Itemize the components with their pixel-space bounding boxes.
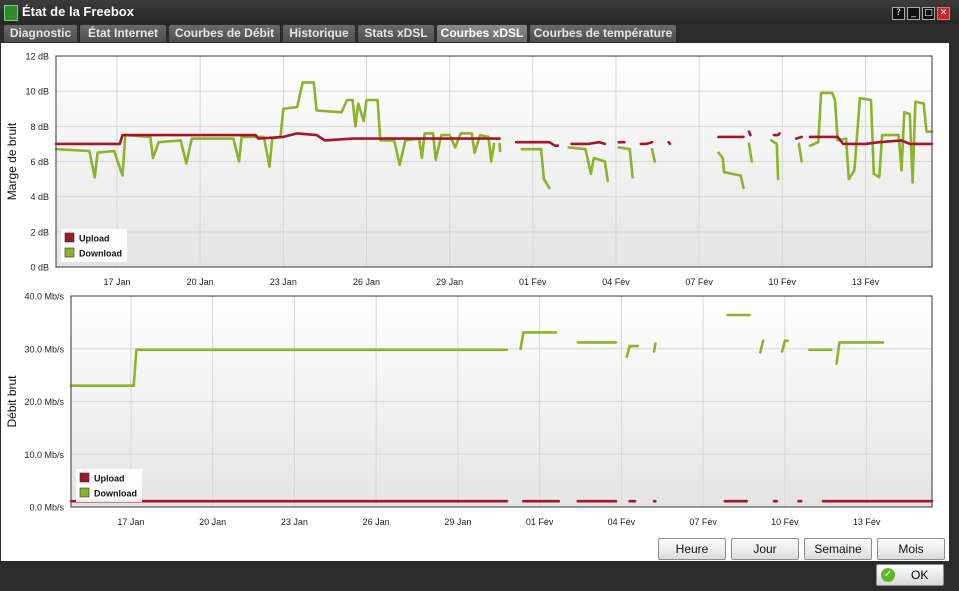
window-title: État de la Freebox [22, 4, 134, 19]
x-tick-label: 04 Fév [602, 277, 630, 287]
plot-frame [55, 55, 933, 268]
upload-series-line [747, 130, 752, 137]
ok-label: OK [911, 568, 929, 582]
download-legend-label: Download [94, 489, 137, 499]
y-tick-label: 20.0 Mb/s [24, 397, 64, 407]
y-tick-label: 0.0 Mb/s [29, 503, 64, 513]
tab-courbes-de-temperature[interactable]: Courbes de température [530, 25, 676, 42]
x-tick-label: 29 Jan [436, 277, 463, 287]
plot-frame [70, 295, 933, 508]
upload-series-line [639, 140, 654, 146]
x-tick-label: 17 Jan [117, 517, 144, 527]
day-button[interactable]: Jour [731, 538, 799, 560]
x-tick-label: 04 Fév [608, 517, 636, 527]
tab-historique[interactable]: Historique [283, 25, 355, 42]
x-tick-label: 29 Jan [444, 517, 471, 527]
x-tick-label: 01 Fév [519, 277, 547, 287]
upload-series-line [570, 140, 607, 146]
y-tick-label: 6 dB [30, 157, 49, 167]
y-tick-label: 4 dB [30, 192, 49, 202]
x-tick-label: 07 Fév [689, 517, 717, 527]
x-tick-label: 17 Jan [103, 277, 130, 287]
download-series-line [520, 147, 551, 190]
y-tick-label: 0 dB [30, 263, 49, 273]
download-series-line [617, 146, 634, 179]
download-series-line [747, 142, 754, 163]
download-series-line [519, 331, 558, 351]
upload-legend-label: Upload [79, 234, 110, 244]
upload-legend-swatch [64, 232, 75, 243]
tab-diagnostic[interactable]: Diagnostic [4, 25, 77, 42]
upload-series-line [794, 135, 804, 140]
download-series-line [69, 348, 509, 387]
hour-button[interactable]: Heure [658, 538, 726, 560]
y-tick-label: 10.0 Mb/s [24, 450, 64, 460]
download-series-line [797, 142, 804, 163]
x-tick-label: 20 Jan [187, 277, 214, 287]
x-tick-label: 23 Jan [281, 517, 308, 527]
y-axis-label: Débit brut [5, 375, 19, 428]
y-tick-label: 10 dB [25, 87, 49, 97]
freebox-app-icon [4, 5, 18, 21]
x-tick-label: 26 Jan [353, 277, 380, 287]
y-tick-label: 12 dB [25, 52, 49, 62]
upload-series-line [514, 140, 560, 147]
download-series-line [808, 91, 934, 184]
download-series-line [625, 344, 640, 358]
tab-courbes-xdsl[interactable]: Courbes xDSL [437, 25, 527, 42]
x-tick-label: 01 Fév [526, 517, 554, 527]
noise-margin-chart: 0 dB 2 dB 4 dB 6 dB 8 dB 10 dB 12 dB 17 Jan 20 J… [5, 52, 934, 287]
y-tick-label: 40.0 Mb/s [24, 292, 64, 302]
download-series-line [567, 146, 610, 183]
x-tick-label: 13 Fév [852, 277, 880, 287]
upload-legend-swatch [79, 472, 90, 483]
download-series-line [498, 142, 502, 153]
download-series-line [835, 341, 885, 365]
tab-stats-xdsl[interactable]: Stats xDSL [358, 25, 434, 42]
download-series-line [652, 342, 657, 353]
help-button[interactable]: ? [892, 7, 905, 20]
download-series-line [769, 139, 780, 181]
download-legend-swatch [64, 247, 75, 258]
title-bar: État de la Freebox ? _ □ ✕ [0, 0, 959, 24]
upload-series-line [808, 135, 934, 146]
upload-legend-label: Upload [94, 474, 125, 484]
y-axis-label: Marge de bruit [5, 122, 19, 200]
x-tick-label: 10 Fév [771, 517, 799, 527]
upload-series-line [54, 132, 501, 146]
download-series-line [650, 147, 657, 163]
download-legend-swatch [79, 487, 90, 498]
minimize-button[interactable]: _ [907, 7, 920, 20]
upload-series-line [772, 132, 781, 137]
download-series-line [54, 81, 496, 179]
raw-rate-chart: 0.0 Mb/s 10.0 Mb/s 20.0 Mb/s 30.0 Mb/s 40.0 … [5, 292, 934, 527]
x-tick-label: 07 Fév [685, 277, 713, 287]
maximize-button[interactable]: □ [922, 7, 935, 20]
x-tick-label: 20 Jan [199, 517, 226, 527]
check-icon: ✓ [881, 568, 895, 582]
upload-series-line [667, 140, 672, 146]
x-tick-label: 13 Fév [853, 517, 881, 527]
week-button[interactable]: Semaine [804, 538, 872, 560]
close-button[interactable]: ✕ [937, 7, 950, 20]
x-tick-label: 23 Jan [270, 277, 297, 287]
download-series-line [758, 339, 765, 354]
download-series-line [717, 151, 745, 190]
footer-bar [0, 561, 959, 591]
month-button[interactable]: Mois [877, 538, 945, 560]
download-legend-label: Download [79, 249, 122, 259]
tab-courbes-de-debit[interactable]: Courbes de Débit [169, 25, 280, 42]
ok-button[interactable]: ✓ OK [876, 564, 944, 586]
y-tick-label: 2 dB [30, 227, 49, 237]
y-tick-label: 30.0 Mb/s [24, 344, 64, 354]
x-tick-label: 26 Jan [363, 517, 390, 527]
download-series-line [780, 339, 789, 353]
x-tick-label: 10 Fév [769, 277, 797, 287]
tab-etat-internet[interactable]: État Internet [80, 25, 166, 42]
y-tick-label: 8 dB [30, 122, 49, 132]
